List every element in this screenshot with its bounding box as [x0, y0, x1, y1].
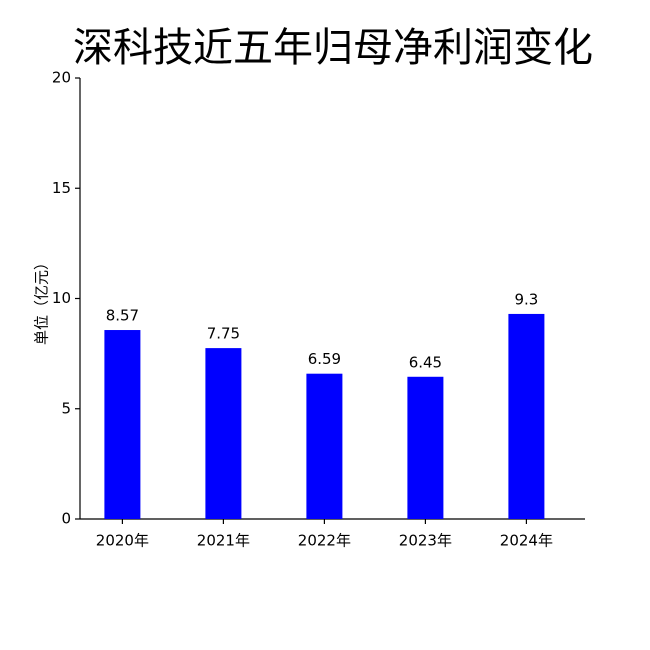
value-label: 6.59 [308, 350, 341, 368]
y-tick-label: 0 [61, 510, 71, 528]
chart-title: 深科技近五年归母净利润变化 [73, 25, 593, 71]
x-tick-label: 2020年 [96, 532, 149, 550]
x-tick-label: 2022年 [298, 532, 351, 550]
value-label: 9.3 [514, 290, 538, 308]
bar [104, 330, 141, 519]
bar [205, 348, 242, 519]
bar [508, 313, 545, 519]
x-tick-label: 2024年 [500, 532, 553, 550]
value-label: 8.57 [106, 307, 139, 325]
value-label: 6.45 [409, 353, 442, 371]
y-tick-label: 10 [52, 289, 71, 307]
y-tick-label: 5 [61, 399, 71, 417]
x-tick-label: 2023年 [399, 532, 452, 550]
x-tick-label: 2021年 [197, 532, 250, 550]
bar [407, 376, 444, 519]
y-tick-label: 15 [52, 179, 71, 197]
value-label: 7.75 [207, 325, 240, 343]
bar [306, 373, 343, 519]
y-tick-label: 20 [52, 69, 71, 87]
y-axis-label: 单位（亿元） [33, 255, 51, 345]
